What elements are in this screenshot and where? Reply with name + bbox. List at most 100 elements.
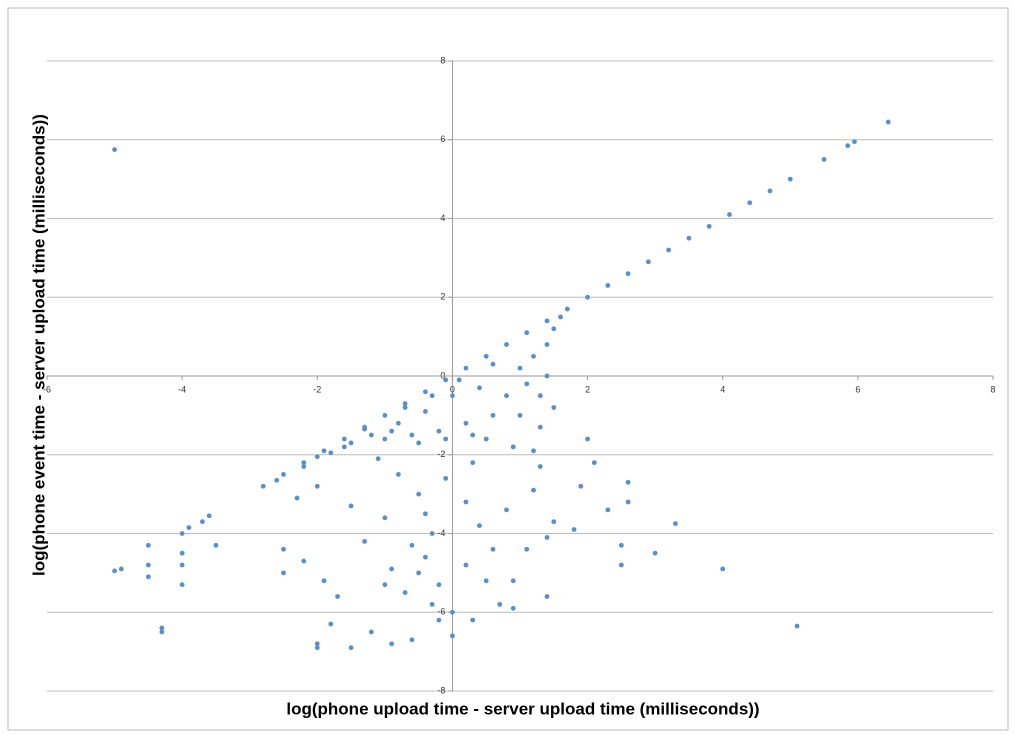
data-point: [179, 550, 185, 556]
data-point: [206, 513, 212, 519]
data-point: [341, 436, 347, 442]
x-tick-label: -4: [178, 384, 186, 394]
data-point: [504, 507, 509, 513]
data-point: [544, 535, 550, 540]
data-point: [537, 424, 543, 430]
data-point: [794, 623, 800, 629]
data-point: [314, 641, 320, 647]
data-point: [362, 538, 367, 544]
data-point: [186, 525, 192, 530]
data-point: [348, 645, 354, 651]
data-point: [328, 450, 334, 456]
data-point: [524, 330, 530, 336]
data-point: [321, 448, 327, 454]
data-point: [368, 432, 374, 438]
data-point: [443, 436, 449, 442]
data-point: [348, 503, 354, 509]
y-tick-label: -8: [437, 685, 445, 695]
data-point: [200, 519, 205, 525]
data-point: [443, 377, 449, 383]
data-point: [429, 393, 435, 399]
data-point: [821, 157, 827, 162]
data-point: [524, 546, 530, 552]
data-point: [517, 365, 523, 371]
data-point: [852, 139, 857, 145]
data-point: [571, 527, 577, 532]
data-point: [517, 412, 523, 418]
data-point: [314, 483, 320, 489]
data-point: [585, 436, 590, 442]
data-point: [281, 570, 286, 576]
data-point: [436, 428, 442, 434]
data-point: [395, 420, 401, 426]
data-point: [348, 440, 354, 446]
data-point: [416, 491, 422, 497]
data-point: [727, 212, 732, 217]
data-point: [368, 629, 374, 635]
data-point: [112, 147, 117, 152]
data-point: [436, 617, 442, 623]
data-point: [477, 523, 482, 529]
data-point: [281, 472, 286, 477]
data-point: [423, 409, 428, 414]
data-point: [470, 617, 476, 623]
data-point: [524, 381, 530, 387]
data-point: [450, 633, 455, 639]
data-point: [885, 119, 891, 125]
data-point: [544, 594, 550, 599]
data-point: [375, 456, 381, 462]
y-tick-label: -6: [437, 607, 445, 617]
data-point: [510, 605, 516, 611]
data-point: [578, 483, 584, 489]
y-tick-label: 6: [440, 134, 445, 144]
data-point: [341, 444, 347, 450]
data-point: [274, 477, 280, 483]
data-point: [591, 460, 597, 466]
data-point: [537, 393, 543, 399]
data-point: [504, 342, 509, 347]
data-point: [618, 562, 624, 568]
data-point: [179, 562, 185, 568]
data-point: [531, 448, 536, 454]
data-point: [145, 562, 151, 568]
data-point: [382, 515, 388, 521]
y-axis-title: log(phone event time - server upload tim…: [29, 114, 48, 576]
y-tick-label: 4: [440, 213, 445, 223]
x-tick-label: 6: [855, 384, 860, 394]
data-point: [389, 428, 395, 434]
x-tick-label: 8: [990, 384, 995, 394]
data-point: [470, 432, 476, 438]
data-point: [389, 641, 395, 647]
data-point: [490, 412, 496, 418]
data-point: [645, 259, 651, 265]
data-point: [450, 393, 455, 399]
data-point: [362, 426, 367, 432]
data-point: [510, 444, 516, 450]
data-point: [314, 645, 320, 651]
chart-frame: [7, 7, 1009, 731]
data-point: [416, 570, 422, 576]
data-point: [747, 200, 753, 206]
data-point: [605, 283, 611, 288]
data-point: [531, 487, 536, 493]
data-point: [497, 601, 503, 607]
x-tick-label: -6: [43, 384, 51, 394]
data-point: [382, 412, 388, 418]
data-point: [328, 621, 334, 627]
y-tick-label: -2: [437, 449, 445, 459]
y-tick-label: -4: [437, 528, 445, 538]
data-point: [301, 464, 307, 469]
data-point: [159, 629, 165, 635]
data-point: [443, 475, 449, 481]
data-point: [463, 562, 469, 568]
data-point: [463, 420, 469, 426]
data-point: [477, 385, 482, 391]
data-point: [429, 531, 435, 536]
y-tick-label: 8: [440, 55, 445, 65]
data-point: [706, 223, 712, 229]
data-point: [423, 511, 428, 517]
data-point: [389, 566, 395, 572]
data-point: [423, 389, 428, 395]
data-point: [845, 143, 851, 149]
data-point: [490, 361, 496, 367]
